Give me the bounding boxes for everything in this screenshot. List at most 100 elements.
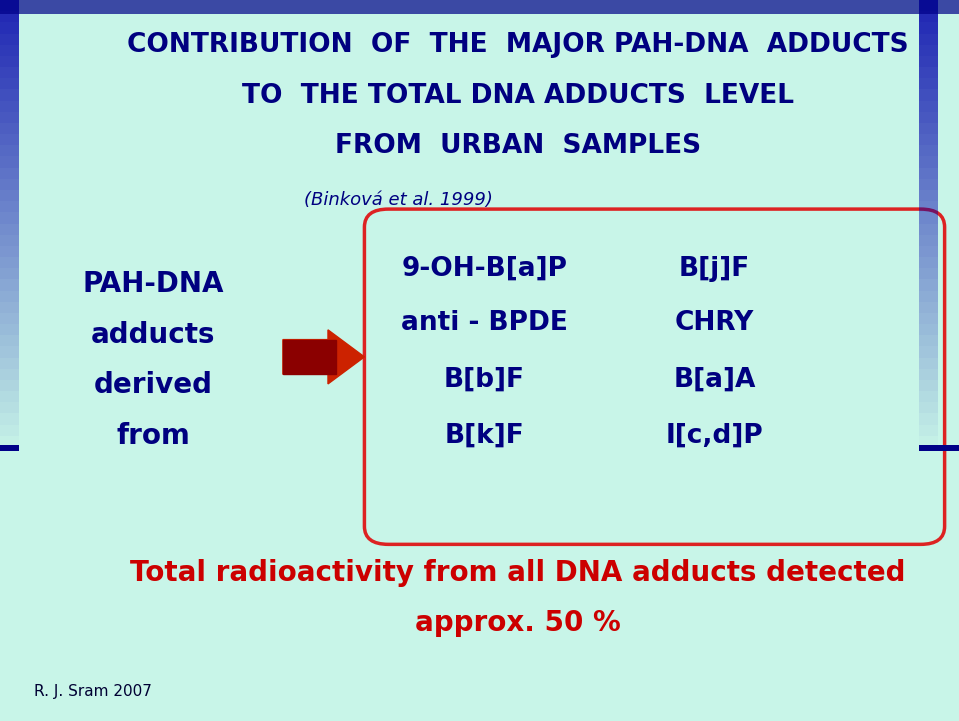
Bar xyxy=(0,445,19,451)
Bar xyxy=(919,380,938,391)
Text: derived: derived xyxy=(94,371,213,399)
Bar xyxy=(0,335,19,346)
Bar xyxy=(0,22,19,33)
Bar xyxy=(0,369,19,380)
Bar xyxy=(0,213,19,224)
Text: TO  THE TOTAL DNA ADDUCTS  LEVEL: TO THE TOTAL DNA ADDUCTS LEVEL xyxy=(242,83,794,109)
Bar xyxy=(0,146,19,156)
Text: anti - BPDE: anti - BPDE xyxy=(401,310,568,336)
Bar xyxy=(919,246,938,257)
Bar xyxy=(919,425,938,435)
Bar xyxy=(919,358,938,368)
Bar xyxy=(0,425,19,435)
Bar xyxy=(919,301,938,313)
Bar xyxy=(919,324,938,335)
Bar xyxy=(0,435,19,447)
Bar xyxy=(0,67,19,79)
Bar xyxy=(0,391,19,402)
Bar xyxy=(919,235,938,246)
Bar xyxy=(919,179,938,190)
Bar xyxy=(0,268,19,279)
Bar xyxy=(0,347,19,358)
Bar xyxy=(0,201,19,212)
Bar xyxy=(0,402,19,413)
Bar xyxy=(0,413,19,425)
Text: 9-OH-B[a]P: 9-OH-B[a]P xyxy=(401,256,568,282)
Text: CONTRIBUTION  OF  THE  MAJOR PAH-DNA  ADDUCTS: CONTRIBUTION OF THE MAJOR PAH-DNA ADDUCT… xyxy=(127,32,909,58)
Text: PAH-DNA: PAH-DNA xyxy=(82,270,224,298)
Bar xyxy=(919,201,938,212)
Bar xyxy=(919,413,938,425)
Bar xyxy=(0,224,19,235)
Text: B[a]A: B[a]A xyxy=(673,366,756,392)
Bar xyxy=(919,391,938,402)
Bar xyxy=(919,291,938,302)
Bar xyxy=(919,168,938,179)
Bar xyxy=(0,246,19,257)
Bar xyxy=(919,22,938,33)
Bar xyxy=(0,235,19,246)
Bar xyxy=(0,56,19,67)
Bar xyxy=(0,45,19,56)
Bar xyxy=(919,190,938,201)
FancyBboxPatch shape xyxy=(364,209,945,544)
Bar xyxy=(919,280,938,291)
Bar xyxy=(0,79,19,89)
Bar xyxy=(0,179,19,190)
Bar xyxy=(919,146,938,156)
Text: B[b]F: B[b]F xyxy=(444,366,525,392)
Bar xyxy=(0,324,19,335)
Bar xyxy=(919,123,938,134)
Bar xyxy=(919,134,938,146)
Bar xyxy=(919,224,938,235)
Text: CHRY: CHRY xyxy=(675,310,754,336)
Bar xyxy=(919,313,938,324)
Bar xyxy=(0,34,19,45)
Bar xyxy=(0,101,19,112)
Bar xyxy=(919,34,938,45)
Bar xyxy=(919,89,938,100)
Bar xyxy=(919,369,938,380)
Text: B[j]F: B[j]F xyxy=(679,256,750,282)
Text: (Binková et al. 1999): (Binková et al. 1999) xyxy=(304,191,492,209)
Bar xyxy=(919,402,938,413)
Bar xyxy=(0,301,19,313)
Bar xyxy=(919,268,938,279)
Bar xyxy=(0,12,19,22)
Bar xyxy=(0,0,959,14)
Text: Total radioactivity from all DNA adducts detected: Total radioactivity from all DNA adducts… xyxy=(130,559,905,587)
Bar xyxy=(919,0,938,11)
Text: approx. 50 %: approx. 50 % xyxy=(415,609,620,637)
Bar xyxy=(0,123,19,134)
Bar xyxy=(0,89,19,100)
Text: FROM  URBAN  SAMPLES: FROM URBAN SAMPLES xyxy=(335,133,701,159)
Text: R. J. Sram 2007: R. J. Sram 2007 xyxy=(34,684,152,699)
Bar xyxy=(0,313,19,324)
Bar xyxy=(0,0,19,11)
Text: I[c,d]P: I[c,d]P xyxy=(666,423,763,448)
Bar xyxy=(919,257,938,268)
Bar xyxy=(919,12,938,22)
Bar xyxy=(0,134,19,146)
Bar xyxy=(919,56,938,67)
Bar xyxy=(919,335,938,346)
Bar xyxy=(0,112,19,123)
FancyArrow shape xyxy=(283,340,336,374)
Bar xyxy=(919,101,938,112)
Text: B[k]F: B[k]F xyxy=(444,423,525,448)
Bar xyxy=(919,435,938,447)
Bar xyxy=(0,380,19,391)
Bar xyxy=(0,280,19,291)
Bar xyxy=(919,79,938,89)
Bar xyxy=(919,213,938,224)
Bar xyxy=(0,168,19,179)
Bar xyxy=(919,347,938,358)
Bar xyxy=(0,190,19,201)
Bar xyxy=(0,358,19,368)
Bar xyxy=(0,257,19,268)
Bar xyxy=(919,67,938,79)
Bar xyxy=(919,45,938,56)
Bar xyxy=(919,156,938,167)
Bar xyxy=(919,112,938,123)
Bar xyxy=(919,445,959,451)
